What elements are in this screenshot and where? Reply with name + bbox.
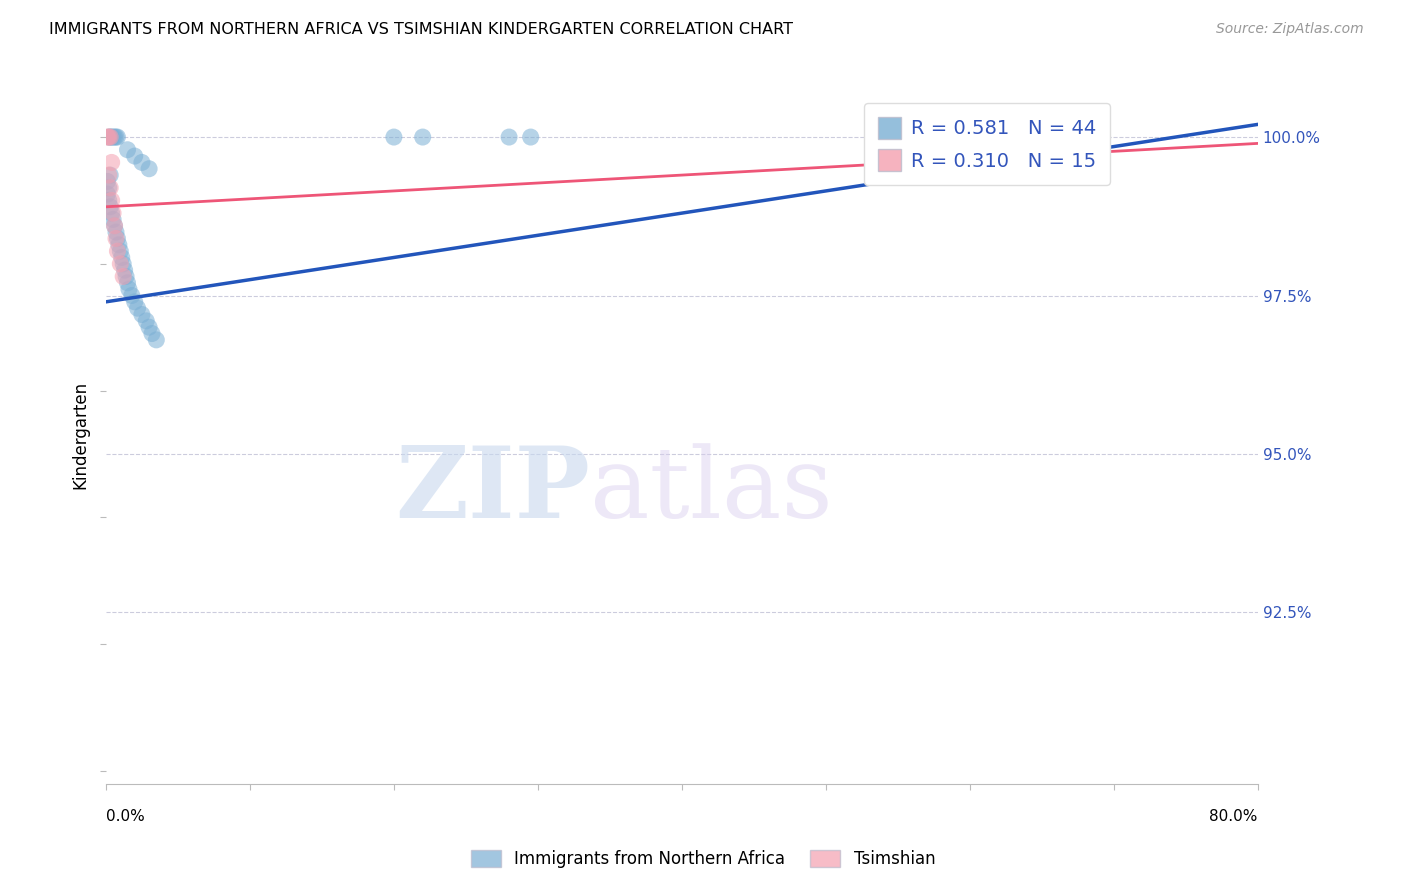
Text: atlas: atlas — [589, 442, 832, 539]
Point — [110, 244, 132, 259]
Point — [138, 161, 160, 176]
Point — [107, 244, 129, 259]
Point — [1052, 130, 1074, 145]
Point — [97, 168, 120, 182]
Text: 80.0%: 80.0% — [1209, 809, 1258, 824]
Point — [117, 276, 139, 290]
Point — [112, 257, 135, 271]
Point — [97, 194, 120, 208]
Point — [103, 219, 125, 233]
Point — [118, 282, 141, 296]
Point — [98, 130, 121, 145]
Point — [1045, 130, 1067, 145]
Point — [101, 206, 124, 220]
Point — [138, 320, 160, 334]
Point — [98, 168, 121, 182]
Point — [131, 308, 153, 322]
Point — [103, 219, 125, 233]
Point — [112, 269, 135, 284]
Y-axis label: Kindergarten: Kindergarten — [72, 381, 89, 489]
Point — [101, 212, 124, 227]
Point — [96, 174, 118, 188]
Point — [96, 130, 118, 145]
Point — [124, 294, 146, 309]
Point — [131, 155, 153, 169]
Point — [104, 225, 127, 239]
Text: ZIP: ZIP — [395, 442, 589, 539]
Point — [100, 130, 122, 145]
Point — [100, 194, 122, 208]
Point — [100, 155, 122, 169]
Text: 0.0%: 0.0% — [105, 809, 145, 824]
Point — [412, 130, 434, 145]
Point — [1074, 130, 1097, 145]
Point — [141, 326, 163, 341]
Point — [382, 130, 405, 145]
Legend: R = 0.581   N = 44, R = 0.310   N = 15: R = 0.581 N = 44, R = 0.310 N = 15 — [865, 103, 1109, 185]
Text: IMMIGRANTS FROM NORTHERN AFRICA VS TSIMSHIAN KINDERGARTEN CORRELATION CHART: IMMIGRANTS FROM NORTHERN AFRICA VS TSIMS… — [49, 22, 793, 37]
Point — [108, 237, 131, 252]
Legend: Immigrants from Northern Africa, Tsimshian: Immigrants from Northern Africa, Tsimshi… — [464, 843, 942, 875]
Point — [104, 130, 127, 145]
Point — [145, 333, 167, 347]
Point — [107, 231, 129, 245]
Point — [519, 130, 541, 145]
Point — [100, 206, 122, 220]
Point — [1031, 130, 1053, 145]
Point — [110, 257, 132, 271]
Point — [96, 187, 118, 202]
Point — [98, 130, 121, 145]
Point — [104, 231, 127, 245]
Point — [97, 180, 120, 194]
Point — [135, 314, 157, 328]
Point — [127, 301, 149, 315]
Point — [111, 251, 134, 265]
Point — [121, 288, 143, 302]
Point — [498, 130, 520, 145]
Point — [114, 263, 136, 277]
Point — [103, 130, 125, 145]
Point — [124, 149, 146, 163]
Point — [97, 130, 120, 145]
Point — [115, 269, 138, 284]
Point — [97, 130, 120, 145]
Point — [98, 180, 121, 194]
Point — [117, 143, 139, 157]
Point — [107, 130, 129, 145]
Text: Source: ZipAtlas.com: Source: ZipAtlas.com — [1216, 22, 1364, 37]
Point — [98, 200, 121, 214]
Point — [101, 130, 124, 145]
